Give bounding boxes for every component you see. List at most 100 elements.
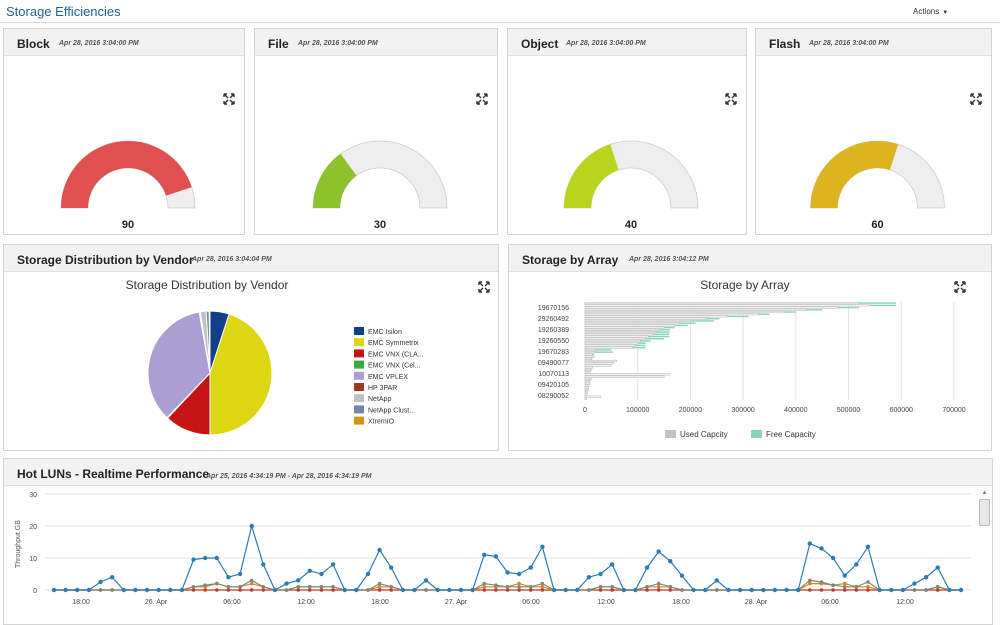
- data-point[interactable]: [377, 585, 382, 589]
- bar-free[interactable]: [690, 320, 715, 322]
- bar-free[interactable]: [595, 349, 612, 351]
- data-point[interactable]: [493, 554, 499, 559]
- bar-used[interactable]: [584, 397, 587, 400]
- data-point[interactable]: [900, 587, 906, 593]
- bar-used[interactable]: [584, 306, 839, 309]
- data-point[interactable]: [866, 580, 870, 584]
- data-point[interactable]: [842, 585, 847, 589]
- data-point[interactable]: [551, 587, 557, 593]
- data-point[interactable]: [156, 587, 161, 593]
- data-point[interactable]: [528, 565, 533, 570]
- data-point[interactable]: [308, 585, 312, 589]
- bar-used[interactable]: [584, 348, 596, 351]
- data-point[interactable]: [191, 585, 196, 589]
- data-point[interactable]: [435, 587, 440, 593]
- data-point[interactable]: [656, 585, 661, 589]
- data-point[interactable]: [761, 587, 766, 593]
- data-point[interactable]: [645, 585, 649, 589]
- expand-arrows-icon[interactable]: [476, 93, 488, 105]
- data-point[interactable]: [202, 555, 208, 561]
- data-point[interactable]: [51, 587, 57, 593]
- bar-used[interactable]: [584, 308, 807, 311]
- data-point[interactable]: [191, 588, 196, 592]
- bar-used[interactable]: [584, 395, 602, 398]
- bar-used[interactable]: [584, 344, 636, 347]
- data-point[interactable]: [458, 587, 464, 593]
- bar-free[interactable]: [859, 302, 897, 304]
- data-point[interactable]: [831, 583, 835, 587]
- data-point[interactable]: [121, 587, 126, 593]
- bar-used[interactable]: [584, 310, 786, 314]
- data-point[interactable]: [679, 573, 685, 578]
- data-point[interactable]: [842, 581, 847, 586]
- data-point[interactable]: [295, 578, 301, 583]
- data-point[interactable]: [424, 588, 428, 592]
- data-point[interactable]: [726, 587, 731, 593]
- data-point[interactable]: [784, 587, 789, 593]
- expand-arrows-icon[interactable]: [970, 93, 982, 105]
- bar-used[interactable]: [584, 346, 633, 349]
- data-point[interactable]: [168, 587, 173, 593]
- bar-used[interactable]: [584, 328, 660, 331]
- data-point[interactable]: [924, 588, 928, 592]
- data-point[interactable]: [528, 588, 533, 592]
- data-point[interactable]: [656, 588, 661, 592]
- data-point[interactable]: [470, 587, 475, 593]
- data-point[interactable]: [912, 588, 917, 592]
- bar-used[interactable]: [584, 302, 860, 305]
- bar-used[interactable]: [584, 304, 871, 307]
- data-point[interactable]: [668, 559, 673, 564]
- data-point[interactable]: [587, 588, 591, 592]
- data-point[interactable]: [528, 585, 533, 589]
- data-point[interactable]: [819, 588, 824, 592]
- data-point[interactable]: [494, 588, 498, 592]
- legend-item[interactable]: EMC Isilon: [368, 329, 402, 336]
- data-point[interactable]: [854, 588, 859, 592]
- data-point[interactable]: [645, 588, 649, 592]
- legend-item[interactable]: NetApp: [368, 396, 391, 403]
- data-point[interactable]: [319, 588, 324, 592]
- bar-used[interactable]: [584, 384, 590, 387]
- data-point[interactable]: [866, 588, 870, 592]
- bar-free[interactable]: [593, 355, 595, 358]
- scroll-up-icon[interactable]: ▲: [981, 490, 988, 496]
- data-point[interactable]: [238, 588, 242, 592]
- bar-free[interactable]: [635, 344, 646, 347]
- data-point[interactable]: [366, 588, 370, 592]
- data-point[interactable]: [110, 588, 114, 592]
- data-point[interactable]: [540, 581, 545, 586]
- data-point[interactable]: [610, 585, 614, 589]
- expand-arrows-icon[interactable]: [478, 281, 490, 293]
- data-point[interactable]: [656, 581, 661, 586]
- legend-item[interactable]: Free Capacity: [766, 430, 816, 439]
- bar-used[interactable]: [584, 317, 707, 320]
- data-point[interactable]: [912, 581, 917, 586]
- bar-used[interactable]: [584, 355, 594, 358]
- bar-free[interactable]: [838, 306, 860, 309]
- data-point[interactable]: [272, 587, 278, 593]
- data-point[interactable]: [261, 562, 266, 567]
- data-point[interactable]: [389, 588, 394, 592]
- data-point[interactable]: [715, 588, 719, 592]
- data-point[interactable]: [865, 544, 871, 549]
- legend-item[interactable]: XtremIO: [368, 419, 395, 426]
- bar-used[interactable]: [584, 366, 593, 369]
- data-point[interactable]: [331, 588, 335, 592]
- data-point[interactable]: [75, 587, 80, 593]
- bar-used[interactable]: [584, 342, 639, 345]
- data-point[interactable]: [203, 588, 207, 592]
- bar-used[interactable]: [584, 353, 593, 356]
- data-point[interactable]: [482, 581, 487, 586]
- data-point[interactable]: [935, 585, 940, 589]
- bar-free[interactable]: [656, 331, 670, 333]
- bar-used[interactable]: [584, 371, 591, 374]
- legend-item[interactable]: Used Capcity: [680, 430, 728, 439]
- data-point[interactable]: [377, 581, 382, 586]
- bar-free[interactable]: [594, 351, 613, 353]
- data-point[interactable]: [249, 578, 254, 583]
- data-point[interactable]: [319, 571, 324, 577]
- pie-slice[interactable]: [209, 313, 273, 436]
- data-point[interactable]: [249, 581, 254, 586]
- bar-used[interactable]: [584, 393, 588, 396]
- data-point[interactable]: [238, 585, 242, 589]
